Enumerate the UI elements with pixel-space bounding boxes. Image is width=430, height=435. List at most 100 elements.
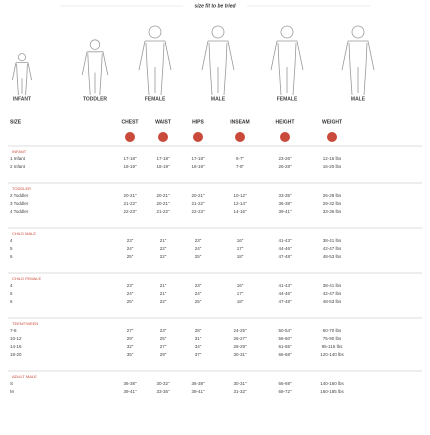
table-cell: 60-70 lbs — [323, 328, 342, 333]
table-cell: 23" — [127, 238, 134, 243]
table-cell: 21-22" — [156, 209, 170, 214]
table-cell: 23" — [195, 283, 202, 288]
table-cell: 20-21" — [156, 193, 170, 198]
figure-outline — [270, 25, 304, 96]
table-cell: 25" — [160, 336, 167, 341]
table-cell: 5 — [10, 291, 13, 296]
figure-label: FEMALE — [145, 96, 166, 102]
table-cell: 95-115 lbs — [322, 344, 343, 349]
header-bg — [183, 1, 247, 11]
table-cell: 24" — [195, 291, 202, 296]
table-cell: 24" — [127, 246, 134, 251]
column-header: HEIGHT — [276, 119, 295, 125]
table-cell: 12-14" — [233, 201, 247, 206]
table-cell: 44-46" — [278, 246, 292, 251]
table-cell: 23-26" — [278, 156, 292, 161]
table-cell: 24" — [195, 246, 202, 251]
table-cell: 37" — [195, 352, 202, 357]
table-cell: 4 — [10, 238, 13, 243]
table-cell: 33-35" — [156, 389, 170, 394]
table-cell: 47-48" — [278, 254, 292, 259]
table-cell: 41-43" — [278, 238, 292, 243]
table-cell: 23" — [195, 238, 202, 243]
figure-label: INFANT — [13, 96, 31, 102]
table-cell: 34" — [195, 344, 202, 349]
table-cell: 28-29" — [233, 344, 247, 349]
table-cell: 2 Infant — [10, 164, 26, 169]
table-cell: 36-38" — [123, 381, 137, 386]
figure-outline — [201, 25, 235, 96]
table-cell: 10-12 — [10, 336, 22, 341]
table-cell: 26-27" — [233, 336, 247, 341]
table-cell: 38-41 lbs — [323, 238, 342, 243]
table-cell: 120-140 lbs — [320, 352, 344, 357]
table-cell: 47-48" — [278, 299, 292, 304]
table-cell: 22" — [160, 254, 167, 259]
table-cell: 17" — [237, 246, 244, 251]
column-icon — [193, 132, 203, 142]
column-icon — [327, 132, 337, 142]
table-cell: 27" — [160, 344, 167, 349]
table-cell: 29" — [160, 352, 167, 357]
table-cell: 33-35" — [278, 193, 292, 198]
table-cell: 7-8 — [10, 328, 17, 333]
table-cell: 20-21" — [156, 201, 170, 206]
header-title: size fit to be tried — [194, 3, 236, 9]
table-cell: 42-47 lbs — [323, 291, 342, 296]
section-title: CHILD MALE — [12, 231, 36, 236]
column-icon — [280, 132, 290, 142]
table-cell: 36-38" — [191, 381, 205, 386]
table-cell: 17-18" — [123, 156, 137, 161]
table-cell: 23" — [160, 328, 167, 333]
table-cell: 22" — [160, 246, 167, 251]
table-cell: 44-46" — [278, 291, 292, 296]
table-cell: 66-69" — [278, 381, 292, 386]
table-cell: 29-32 lbs — [323, 201, 342, 206]
table-cell: 30-31" — [233, 352, 247, 357]
table-cell: 4 Toddler — [10, 209, 29, 214]
table-cell: 75-90 lbs — [323, 336, 342, 341]
table-cell: 22-23" — [191, 209, 205, 214]
table-cell: 23" — [127, 283, 134, 288]
table-cell: 30-31" — [233, 381, 247, 386]
table-cell: 25" — [195, 254, 202, 259]
section-title: INFANT — [12, 149, 27, 154]
table-cell: 16" — [237, 238, 244, 243]
table-cell: 17" — [237, 291, 244, 296]
table-cell: 21-22" — [191, 201, 205, 206]
table-cell: 24" — [127, 291, 134, 296]
table-cell: 5 — [10, 246, 13, 251]
table-cell: 36-38" — [278, 201, 292, 206]
table-cell: 21" — [160, 283, 167, 288]
table-cell: 38-41 lbs — [323, 283, 342, 288]
table-cell: 10-12" — [233, 193, 247, 198]
table-cell: 48-53 lbs — [323, 254, 342, 259]
column-icon — [158, 132, 168, 142]
figure-outline — [81, 39, 109, 96]
column-icon — [235, 132, 245, 142]
table-cell: 17-18" — [191, 156, 205, 161]
table-cell: 21" — [160, 238, 167, 243]
table-cell: 66-68" — [278, 352, 292, 357]
column-icon — [125, 132, 135, 142]
section-title: ADULT MALE — [12, 374, 37, 379]
table-cell: 48-53 lbs — [323, 299, 342, 304]
table-cell: 18" — [237, 299, 244, 304]
table-cell: 12-16 lbs — [323, 156, 342, 161]
table-cell: 42-47 lbs — [323, 246, 342, 251]
table-cell: 25" — [195, 299, 202, 304]
figure-label: MALE — [351, 96, 366, 102]
table-cell: 26-28 lbs — [323, 193, 342, 198]
table-cell: 14-16" — [233, 209, 247, 214]
table-cell: 18-19" — [123, 164, 137, 169]
table-cell: 1 Infant — [10, 156, 26, 161]
table-cell: 18-19" — [156, 164, 170, 169]
figure-label: TODDLER — [83, 96, 107, 102]
table-cell: 24-25" — [233, 328, 247, 333]
table-cell: 28" — [195, 328, 202, 333]
column-header: HIPS — [192, 119, 204, 125]
table-cell: 31-32" — [233, 389, 247, 394]
section-title: CHILD FEMALE — [12, 276, 41, 281]
table-cell: 7-8" — [236, 164, 245, 169]
